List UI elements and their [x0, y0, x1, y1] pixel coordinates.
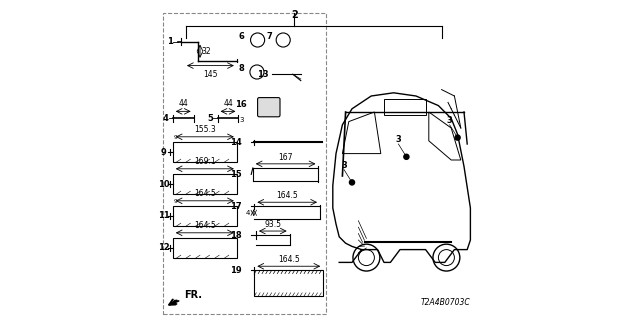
Text: 9: 9	[174, 199, 178, 204]
Text: 13: 13	[257, 70, 269, 79]
Text: 8: 8	[239, 64, 244, 73]
Bar	[173, 173, 237, 195]
Text: 164.5: 164.5	[276, 191, 298, 200]
Bar	[254, 270, 323, 296]
Polygon shape	[342, 112, 381, 154]
Text: 3: 3	[447, 116, 452, 125]
Text: 169.1: 169.1	[194, 157, 216, 166]
Text: 4: 4	[163, 114, 168, 123]
Text: 7: 7	[266, 32, 272, 41]
Text: 5: 5	[207, 114, 213, 123]
Circle shape	[404, 154, 409, 159]
Bar	[173, 141, 237, 163]
FancyBboxPatch shape	[258, 98, 280, 117]
Text: 164.5: 164.5	[278, 255, 300, 264]
Text: 1: 1	[166, 37, 173, 46]
Text: 12: 12	[158, 244, 170, 252]
Text: 164.5: 164.5	[194, 189, 216, 198]
Text: 44: 44	[179, 99, 188, 108]
Text: 9: 9	[174, 135, 178, 140]
Text: 167: 167	[278, 153, 293, 162]
Text: 3: 3	[341, 161, 347, 170]
Text: 164.5: 164.5	[194, 221, 216, 230]
Text: 6: 6	[239, 32, 245, 41]
Text: 18: 18	[230, 231, 242, 240]
Text: 17: 17	[230, 202, 242, 211]
Text: 3: 3	[239, 117, 244, 123]
Bar	[173, 237, 237, 259]
Circle shape	[455, 135, 460, 140]
Bar	[384, 99, 426, 115]
Text: 44: 44	[223, 99, 233, 108]
Text: 16: 16	[235, 100, 246, 108]
Text: 10: 10	[158, 180, 170, 188]
Text: 14: 14	[230, 138, 242, 147]
Circle shape	[349, 180, 355, 185]
Text: 155.3: 155.3	[194, 125, 216, 134]
Text: T2A4B0703C: T2A4B0703C	[420, 298, 470, 307]
Text: FR.: FR.	[172, 290, 202, 304]
FancyBboxPatch shape	[163, 13, 326, 314]
Polygon shape	[429, 112, 461, 160]
Text: 145: 145	[203, 70, 218, 79]
Text: 3: 3	[396, 135, 401, 144]
Text: 32: 32	[201, 47, 211, 56]
Bar	[173, 206, 237, 227]
Text: 93.5: 93.5	[264, 220, 282, 229]
Text: 19: 19	[230, 266, 242, 275]
Text: 9: 9	[161, 148, 166, 156]
Text: 4: 4	[245, 210, 250, 216]
Text: 15: 15	[230, 170, 242, 179]
Text: 2: 2	[291, 10, 298, 20]
Text: 11: 11	[158, 212, 170, 220]
